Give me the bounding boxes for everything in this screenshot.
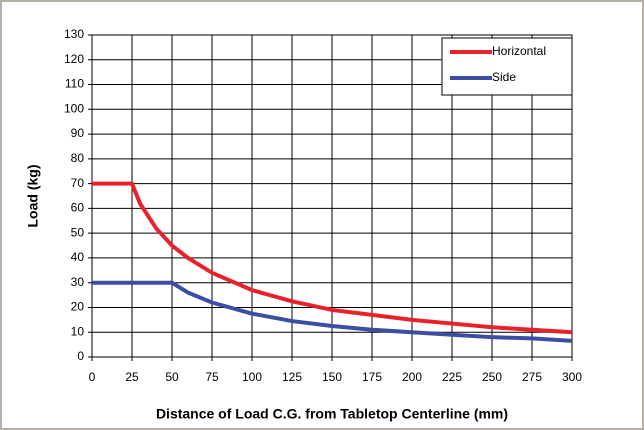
y-tick-label: 70	[71, 176, 85, 190]
x-tick-label: 25	[125, 370, 139, 384]
x-tick-label: 125	[282, 370, 302, 384]
y-tick-label: 10	[71, 324, 85, 338]
y-tick-label: 110	[65, 77, 84, 91]
y-tick-label: 130	[64, 27, 84, 41]
y-tick-label: 0	[77, 349, 84, 363]
x-tick-label: 100	[242, 370, 262, 384]
line-series	[92, 181, 573, 335]
y-tick-label: 100	[64, 101, 84, 115]
x-tick-label: 150	[322, 370, 342, 384]
y-tick-label: 40	[71, 250, 85, 264]
x-axis-title: Distance of Load C.G. from Tabletop Cent…	[156, 406, 508, 422]
y-tick-label: 60	[71, 201, 85, 215]
x-tick-label: 250	[482, 370, 502, 384]
x-tick-label: 75	[205, 370, 219, 384]
y-tick-label: 50	[71, 225, 85, 239]
legend-label: Horizontal	[492, 44, 546, 58]
legend-label: Side	[492, 70, 516, 84]
x-tick-label: 50	[165, 370, 179, 384]
plot-border	[91, 34, 573, 358]
x-tick-label: 175	[362, 370, 382, 384]
legend-box	[441, 37, 573, 96]
x-tick-label: 275	[522, 370, 542, 384]
y-tick-label: 30	[71, 275, 85, 289]
y-tick-label: 20	[71, 300, 85, 314]
y-tick-label: 90	[71, 126, 85, 140]
x-tick-label: 300	[562, 370, 582, 384]
y-tick-label: 120	[64, 52, 84, 66]
x-tick-label: 225	[442, 370, 462, 384]
x-tick-label: 0	[89, 370, 96, 384]
y-axis-title: Load (kg)	[25, 165, 41, 228]
line-series	[92, 280, 573, 343]
x-tick-label: 200	[402, 370, 422, 384]
y-tick-label: 80	[71, 151, 85, 165]
